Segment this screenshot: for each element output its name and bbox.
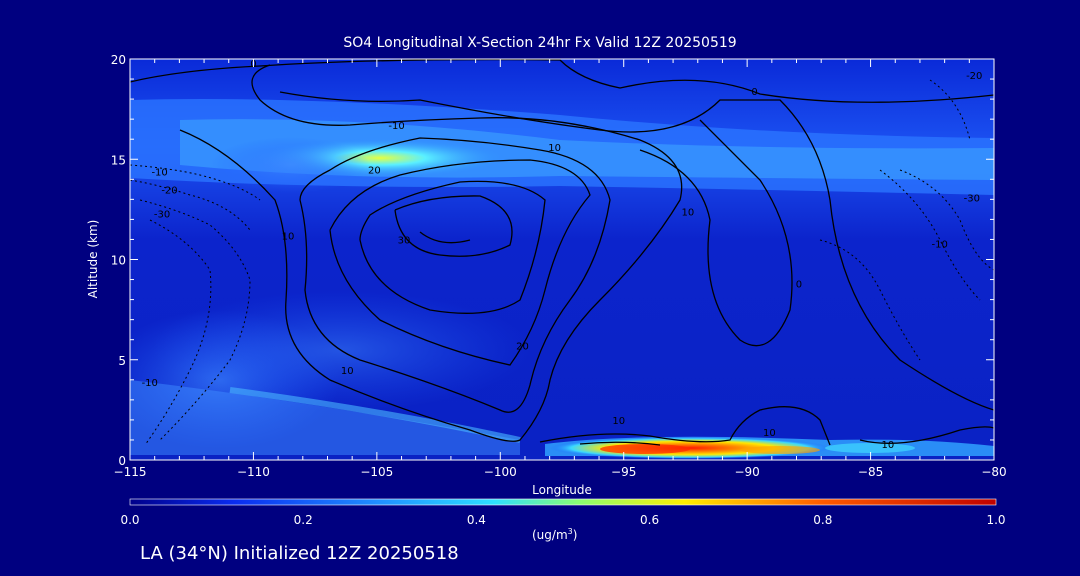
x-tick-label: −110 xyxy=(237,465,270,479)
contour-label: -10 xyxy=(151,167,167,178)
y-tick-label: 0 xyxy=(118,454,126,468)
colorbar-ticks: 0.0 0.2 0.4 0.6 0.8 1.0 xyxy=(120,513,1005,527)
contour-label: 0 xyxy=(751,87,757,98)
contour-label: 10 xyxy=(682,207,695,218)
contour-label: -20 xyxy=(161,185,177,196)
y-tick-label: 10 xyxy=(111,254,126,268)
contour-label: -10 xyxy=(932,239,948,250)
colorbar-tick-label: 0.0 xyxy=(120,513,139,527)
y-axis-label: Altitude (km) xyxy=(86,220,100,299)
x-tick-label: −90 xyxy=(734,465,759,479)
contour-label: -10 xyxy=(142,378,158,389)
colorbar-unit-prefix: (ug/m xyxy=(532,528,568,542)
contour-lines xyxy=(130,59,994,446)
contour-label: 0 xyxy=(796,280,802,291)
concentration-field xyxy=(130,59,994,460)
colorbar-tick-label: 1.0 xyxy=(986,513,1005,527)
contour-label: 10 xyxy=(282,231,295,242)
contour-label: -20 xyxy=(966,71,982,82)
y-axis: 0 5 10 15 20 xyxy=(111,53,994,468)
y-tick-label: 20 xyxy=(111,53,126,67)
colorbar-tick-label: 0.4 xyxy=(467,513,486,527)
contour-label: 20 xyxy=(516,342,529,353)
y-tick-label: 15 xyxy=(111,153,126,167)
x-tick-label: −115 xyxy=(114,465,147,479)
x-tick-label: −100 xyxy=(484,465,517,479)
x-axis: −115 −110 −105 −100 −95 −90 −85 −80 xyxy=(114,59,1007,479)
contour-label: -30 xyxy=(964,193,980,204)
colorbar-tick-label: 0.6 xyxy=(640,513,659,527)
colorbar xyxy=(130,499,996,505)
contour-label: 20 xyxy=(368,165,381,176)
contour-label: -30 xyxy=(154,209,170,220)
contour-label: 10 xyxy=(612,416,625,427)
contour-label: 10 xyxy=(341,366,354,377)
x-tick-label: −85 xyxy=(858,465,883,479)
contour-label: -10 xyxy=(388,121,404,132)
colorbar-tick-label: 0.2 xyxy=(294,513,313,527)
chart-title: SO4 Longitudinal X-Section 24hr Fx Valid… xyxy=(343,35,737,51)
dashed-contours xyxy=(130,79,994,446)
contour-label: 10 xyxy=(763,428,776,439)
colorbar-unit-exponent: 3 xyxy=(567,527,573,536)
footer-caption: LA (34°N) Initialized 12Z 20250518 xyxy=(140,543,459,564)
x-tick-label: −95 xyxy=(611,465,636,479)
x-tick-label: −80 xyxy=(981,465,1006,479)
contour-label: 10 xyxy=(881,440,894,451)
y-tick-label: 5 xyxy=(118,354,126,368)
colorbar-unit-suffix: ) xyxy=(572,528,578,542)
contour-label: 10 xyxy=(548,143,561,154)
contour-label: 30 xyxy=(398,235,411,246)
x-axis-label: Longitude xyxy=(532,483,592,497)
colorbar-tick-label: 0.8 xyxy=(813,513,832,527)
colorbar-frame xyxy=(129,498,997,506)
x-tick-label: −105 xyxy=(360,465,393,479)
colorbar-unit: (ug/m3) xyxy=(532,527,577,542)
